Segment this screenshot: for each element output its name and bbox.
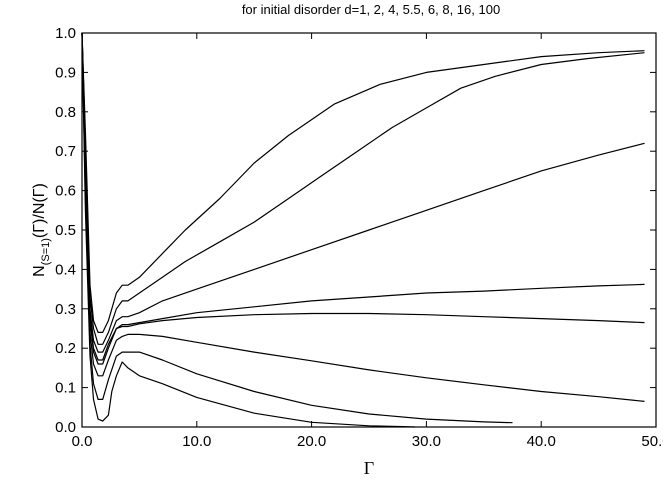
series-line-5 <box>81 32 645 365</box>
y-tick-label: 0.3 <box>55 301 76 318</box>
x-axis-ticks: 0.0 10.0 20.0 30.0 40.0 50.0 <box>72 33 663 450</box>
chart-title: for initial disorder d=1, 2, 4, 5.5, 6, … <box>242 2 500 17</box>
y-tick-label: 0.4 <box>55 261 76 278</box>
series-line-8 <box>81 32 415 428</box>
x-tick-label: 10.0 <box>182 433 211 450</box>
y-tick-label: 1.0 <box>55 25 76 42</box>
y-tick-label: 0.7 <box>55 143 76 160</box>
y-axis-ticks: 0.0 0.1 0.2 0.3 0.4 0.5 0.6 0.7 0.8 0.9 1.0 <box>55 25 656 436</box>
series-line-1 <box>81 32 645 333</box>
x-tick-label: 50.0 <box>641 433 663 450</box>
y-tick-label: 0.2 <box>55 340 76 357</box>
series-line-4 <box>81 32 645 361</box>
y-tick-label: 0.9 <box>55 64 76 81</box>
y-axis-label-rest: (Γ)/N(Γ) <box>31 183 48 238</box>
series-line-2 <box>81 32 645 345</box>
x-tick-label: 40.0 <box>527 433 556 450</box>
x-tick-label: 20.0 <box>297 433 326 450</box>
y-tick-label: 0.8 <box>55 104 76 121</box>
series-line-7 <box>81 32 513 424</box>
series-layer <box>81 32 645 428</box>
y-tick-label: 0.1 <box>55 380 76 397</box>
series-line-6 <box>81 32 645 402</box>
x-axis-label: Γ <box>364 458 374 478</box>
y-tick-label: 0.6 <box>55 183 76 200</box>
series-line-3 <box>81 32 645 353</box>
y-axis-label-subscript: (S=1) <box>40 238 52 265</box>
y-tick-label: 0.0 <box>55 419 76 436</box>
y-tick-label: 0.5 <box>55 222 76 239</box>
x-tick-label: 0.0 <box>72 433 93 450</box>
y-axis-label: N(S=1)(Γ)/N(Γ) <box>31 183 52 277</box>
y-axis-label-main: N <box>31 265 48 277</box>
x-tick-label: 30.0 <box>412 433 441 450</box>
